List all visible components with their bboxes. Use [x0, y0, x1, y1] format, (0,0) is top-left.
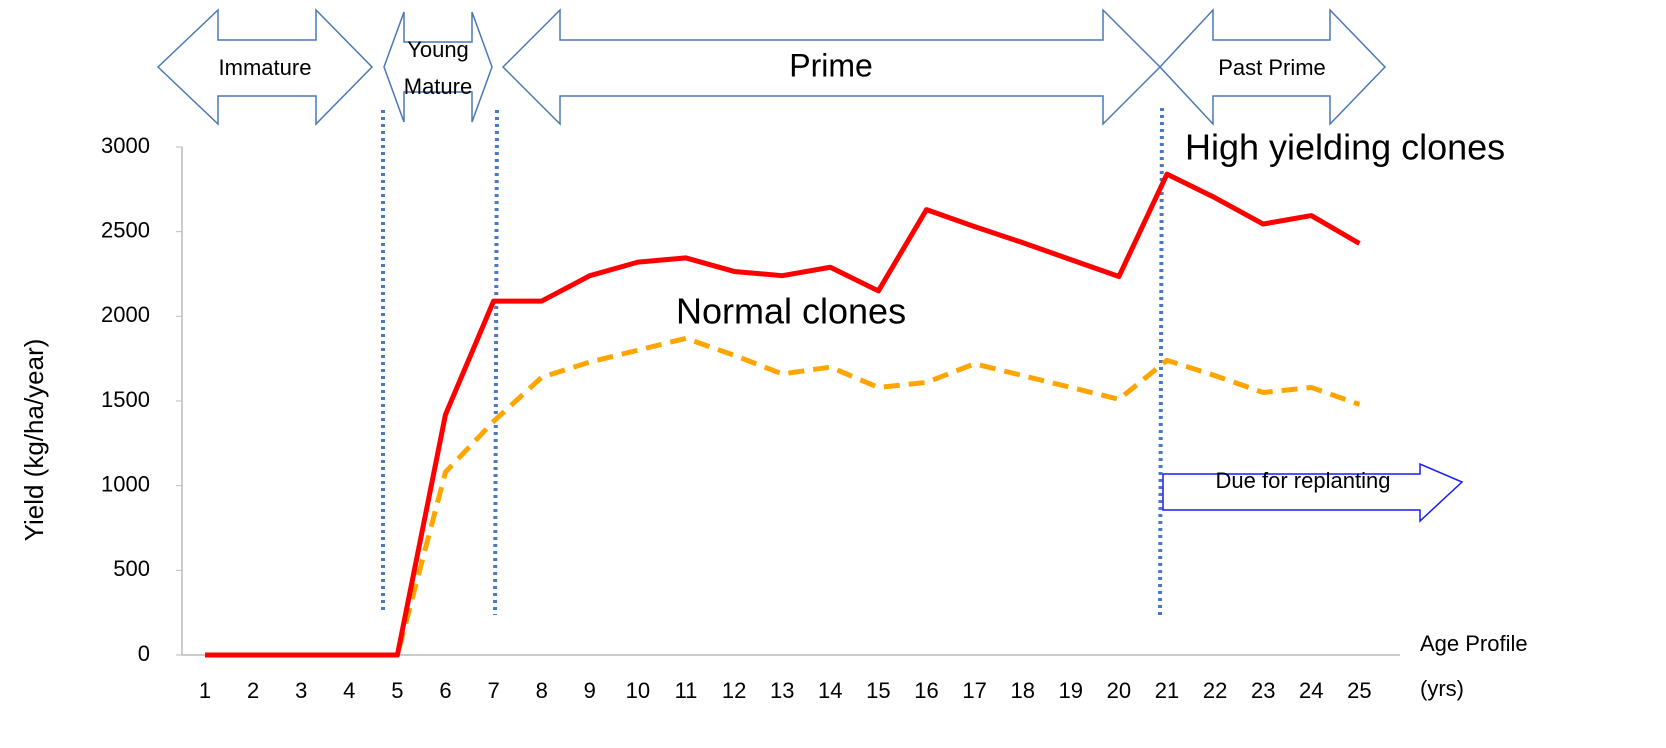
series-line [205, 171, 1361, 658]
x-tick-label: 9 [584, 678, 596, 703]
y-tick-label: 1000 [101, 471, 150, 496]
y-tick-label: 3000 [101, 133, 150, 158]
phase-label: Young [407, 37, 469, 62]
y-tick-label: 500 [113, 556, 150, 581]
x-tick-label: 15 [866, 678, 890, 703]
x-tick-label: 24 [1299, 678, 1323, 703]
x-tick-label: 7 [487, 678, 499, 703]
x-tick-label: 5 [391, 678, 403, 703]
x-tick-label: 8 [536, 678, 548, 703]
x-tick-label: 23 [1251, 678, 1275, 703]
y-tick-label: 1500 [101, 387, 150, 412]
phase-arrow [383, 11, 493, 123]
x-tick-label: 22 [1203, 678, 1227, 703]
phase-label: Prime [789, 47, 873, 83]
y-tick-label: 0 [138, 641, 150, 666]
phase-label: Past Prime [1218, 55, 1326, 80]
y-tick-label: 2500 [101, 217, 150, 242]
x-tick-label: 14 [818, 678, 842, 703]
x-tick-label: 21 [1155, 678, 1179, 703]
y-tick-label: 2000 [101, 302, 150, 327]
phase-arrow [1158, 8, 1387, 126]
x-tick-label: 11 [675, 678, 698, 703]
x-tick-label: 4 [343, 678, 355, 703]
x-tick-label: 10 [626, 678, 650, 703]
x-tick-label: 1 [199, 678, 211, 703]
x-tick-label: 16 [914, 678, 938, 703]
phase-label: Immature [219, 55, 312, 80]
x-tick-label: 25 [1347, 678, 1371, 703]
series-label: Normal clones [676, 291, 906, 332]
x-tick-label: 18 [1010, 678, 1034, 703]
x-tick-label: 17 [962, 678, 986, 703]
x-axis-label: (yrs) [1420, 676, 1464, 701]
phase-label: Mature [404, 74, 472, 99]
replant-arrow [1162, 462, 1464, 523]
phase-divider [1158, 107, 1164, 616]
series-line [205, 335, 1361, 658]
annotation: Due for replanting [1216, 468, 1391, 493]
x-tick-label: 20 [1107, 678, 1131, 703]
x-tick-label: 3 [295, 678, 307, 703]
phase-arrow [156, 8, 374, 126]
x-tick-label: 13 [770, 678, 794, 703]
x-axis-label: Age Profile [1420, 631, 1528, 656]
x-tick-label: 2 [247, 678, 259, 703]
x-tick-label: 19 [1059, 678, 1083, 703]
x-tick-label: 12 [722, 678, 746, 703]
phase-divider [493, 109, 499, 616]
y-axis-label: Yield (kg/ha/year) [19, 339, 49, 542]
series-label: High yielding clones [1185, 127, 1505, 168]
x-tick-label: 6 [439, 678, 451, 703]
